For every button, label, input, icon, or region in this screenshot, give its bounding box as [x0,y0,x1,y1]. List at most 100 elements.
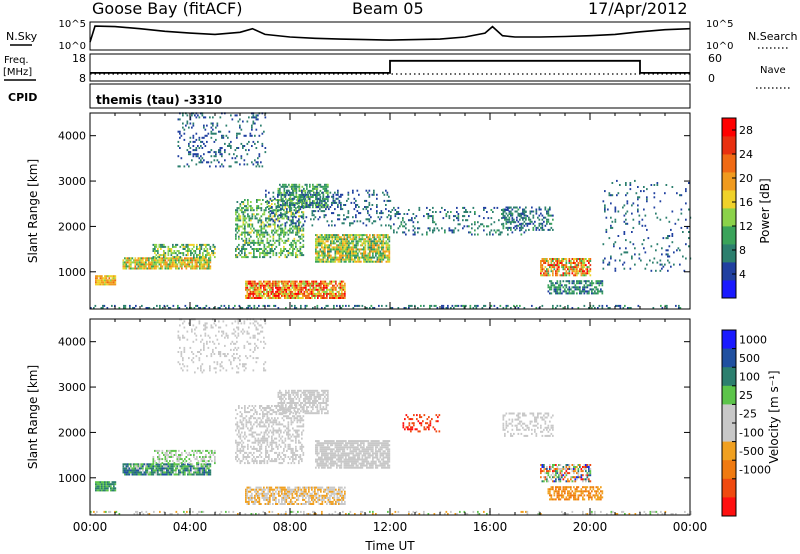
power-cell [540,226,542,229]
power-cell [634,247,636,250]
power-cell [260,294,262,297]
power-cell [286,189,288,192]
power-cell [510,206,512,209]
power-cell [247,233,249,236]
power-cell [261,294,264,297]
velocity-cell [239,411,242,414]
power-cell [547,284,550,287]
power-cell [343,238,346,241]
power-cell [320,292,322,295]
power-cell [268,225,270,228]
power-cell [218,130,220,133]
velocity-cell [163,463,165,466]
power-cell [641,224,644,227]
velocity-cell [161,467,164,470]
power-cell [373,191,375,194]
velocity-cell [182,467,185,470]
power-cell [274,223,276,226]
velocity-cell [155,463,158,466]
power-cell [382,258,385,261]
power-cell [191,259,194,262]
power-cell [451,304,454,307]
power-cell [337,206,339,208]
power-cell [322,187,325,190]
power-cell [385,236,388,239]
velocity-cell [196,463,198,466]
power-cell [219,151,222,154]
power-cell [235,209,237,212]
power-cell [302,215,305,218]
power-cell [230,145,232,147]
power-cell [343,246,346,249]
power-cell [367,191,369,194]
velocity-cell [166,460,168,463]
power-cell [272,297,274,299]
power-cell [318,256,320,259]
power-cell [384,250,386,253]
power-cell [302,292,304,295]
power-cell [336,240,338,243]
velocity-cell [205,449,207,452]
power-cell [190,267,192,270]
power-cell [137,261,140,264]
power-cell [336,252,338,255]
power-cell [342,238,344,241]
power-cell [573,258,575,260]
power-cell [253,213,255,216]
power-cell [161,265,164,268]
power-cell [665,184,668,186]
velocity-cell [203,471,206,474]
power-cell [628,307,631,309]
power-cell [266,199,269,202]
power-cell [130,265,132,268]
power-cell [167,250,170,252]
power-cell [501,209,503,211]
power-cell [200,261,203,264]
velocity-cell [130,471,132,474]
power-cell [321,185,323,188]
power-cell [303,294,306,297]
power-cell [160,243,162,246]
power-cell [328,246,331,249]
power-cell [281,290,283,293]
power-cell [238,235,240,238]
power-cell [187,254,189,257]
power-cell [577,258,580,260]
power-cell [318,254,320,257]
power-cell [280,229,282,232]
power-cell [281,213,284,216]
power-cell [95,275,97,278]
power-cell [242,243,245,246]
power-cell [288,288,291,291]
power-cell [137,257,140,260]
power-cell [189,151,192,154]
velocity-cell [99,481,102,484]
power-colorbar-tick-label: 16 [739,196,753,209]
power-cell [107,281,109,284]
power-cell [274,203,276,206]
power-cell [351,252,353,255]
power-cell [319,236,322,239]
power-cell [208,254,210,257]
power-cell [293,225,296,228]
power-cell [173,245,176,248]
power-cell [685,190,687,193]
power-cell [547,290,550,293]
velocity-cell [128,471,131,474]
power-cell [248,280,250,283]
power-cell [653,192,656,195]
power-cell [194,140,196,143]
power-cell [289,197,291,200]
power-cell [582,260,584,262]
velocity-cell [155,462,158,465]
power-cell [104,281,106,284]
power-cell [256,205,258,208]
power-cell [555,292,557,295]
power-cell [254,284,256,287]
power-cell [277,206,279,208]
power-cell [198,161,201,164]
power-cell [280,200,283,203]
power-cell [282,290,285,293]
power-cell [172,263,174,266]
power-cell [285,307,287,309]
